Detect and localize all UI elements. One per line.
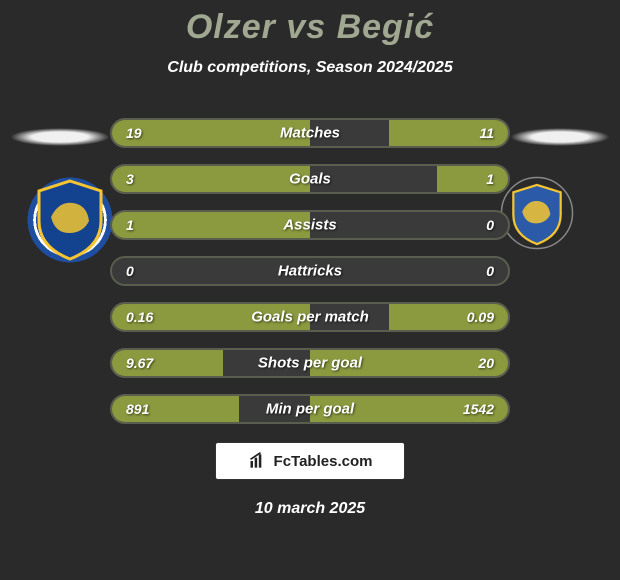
- shield-icon: [33, 177, 107, 263]
- stat-label: Goals: [289, 171, 331, 188]
- stat-fill-left: [112, 166, 310, 192]
- stat-value-right: 0: [486, 217, 494, 233]
- stat-value-left: 9.67: [126, 355, 153, 371]
- chart-icon: [248, 451, 268, 471]
- stat-value-right: 1: [486, 171, 494, 187]
- stat-label: Assists: [283, 217, 336, 234]
- stat-label: Goals per match: [251, 309, 369, 326]
- stat-row: 9.67 Shots per goal 20: [110, 348, 510, 378]
- shield-icon: [500, 170, 574, 256]
- stat-label: Matches: [280, 125, 340, 142]
- player1-shadow: [10, 128, 110, 146]
- crest-ring-left: [20, 170, 120, 270]
- date-text: 10 march 2025: [0, 500, 620, 518]
- subtitle: Club competitions, Season 2024/2025: [0, 59, 620, 77]
- stat-value-right: 0: [486, 263, 494, 279]
- brand-badge[interactable]: FcTables.com: [215, 442, 405, 480]
- player1-name: Olzer: [186, 8, 276, 46]
- page-title: Olzer vs Begić: [0, 0, 620, 47]
- stats-container: 19Matches113Goals11Assists00Hattricks00.…: [110, 118, 510, 440]
- stat-label: Hattricks: [278, 263, 342, 280]
- stat-row: 19 Matches 11: [110, 118, 510, 148]
- stat-value-right: 1542: [463, 401, 494, 417]
- stat-row: 3 Goals 1: [110, 164, 510, 194]
- stat-value-right: 0.09: [467, 309, 494, 325]
- club-crest-right: [500, 170, 600, 270]
- stat-value-right: 20: [478, 355, 494, 371]
- club-crest-left: [20, 170, 120, 270]
- stat-row: 891 Min per goal 1542: [110, 394, 510, 424]
- stat-row: 0.16 Goals per match 0.09: [110, 302, 510, 332]
- stat-value-left: 0.16: [126, 309, 153, 325]
- vs-text: vs: [286, 8, 326, 46]
- stat-fill-left: [112, 212, 310, 238]
- brand-text: FcTables.com: [274, 453, 373, 470]
- stat-value-left: 0: [126, 263, 134, 279]
- stat-value-left: 19: [126, 125, 142, 141]
- stat-fill-right: [437, 166, 508, 192]
- stat-label: Shots per goal: [258, 355, 362, 372]
- stat-row: 0 Hattricks 0: [110, 256, 510, 286]
- player2-shadow: [510, 128, 610, 146]
- stat-value-right: 11: [479, 125, 494, 141]
- stat-label: Min per goal: [266, 401, 354, 418]
- stat-value-left: 1: [126, 217, 134, 233]
- stat-row: 1 Assists 0: [110, 210, 510, 240]
- stat-value-left: 3: [126, 171, 134, 187]
- stat-value-left: 891: [126, 401, 149, 417]
- player2-name: Begić: [337, 8, 435, 46]
